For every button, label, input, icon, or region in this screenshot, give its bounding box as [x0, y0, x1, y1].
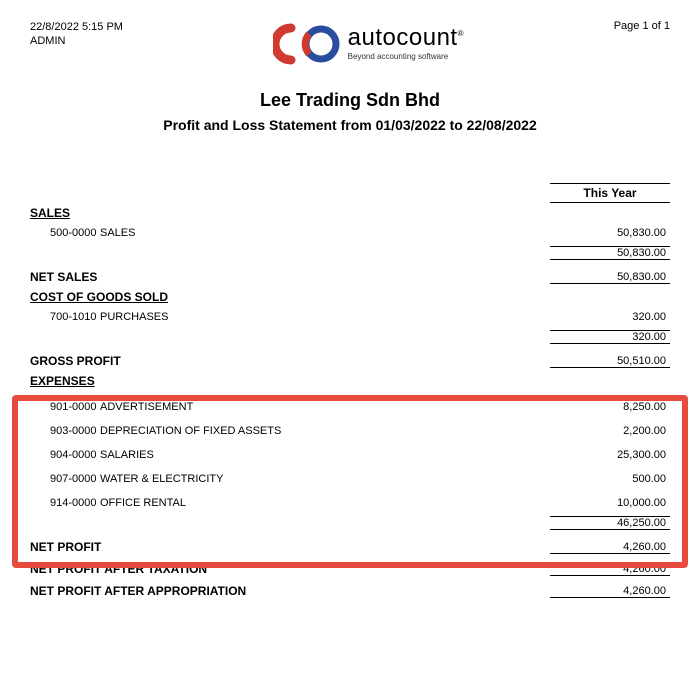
- account-code: 903-0000: [30, 425, 100, 437]
- line-item: 903-0000 DEPRECIATION OF FIXED ASSETS 2,…: [30, 421, 670, 441]
- subtotal-row: 46,250.00: [30, 513, 670, 533]
- amount: 2,200.00: [550, 425, 670, 437]
- account-desc: PURCHASES: [100, 311, 550, 323]
- line-item: 901-0000 ADVERTISEMENT 8,250.00: [30, 397, 670, 417]
- account-desc: OFFICE RENTAL: [100, 497, 550, 509]
- cogs-section: COST OF GOODS SOLD: [30, 287, 670, 307]
- amount: 25,300.00: [550, 449, 670, 461]
- sales-section: SALES: [30, 203, 670, 223]
- subtotal: 320.00: [550, 330, 670, 344]
- line-item: 500-0000 SALES 50,830.00: [30, 223, 670, 243]
- logo: autocount® Beyond accounting software: [273, 20, 464, 65]
- account-code: 907-0000: [30, 473, 100, 485]
- logo-text-main: autocount®: [348, 24, 464, 52]
- net-profit-row: NET PROFIT 4,260.00: [30, 537, 670, 557]
- net-sales-amount: 50,830.00: [550, 271, 670, 284]
- logo-text-sub: Beyond accounting software: [348, 52, 464, 61]
- account-code: 904-0000: [30, 449, 100, 461]
- account-desc: SALES: [100, 227, 550, 239]
- amount: 50,830.00: [550, 227, 670, 239]
- column-header: This Year: [550, 183, 670, 203]
- net-profit-label: NET PROFIT: [30, 540, 550, 554]
- column-header-row: This Year: [30, 183, 670, 203]
- after-approp-amount: 4,260.00: [550, 585, 670, 598]
- line-item: 907-0000 WATER & ELECTRICITY 500.00: [30, 469, 670, 489]
- line-item: 700-1010 PURCHASES 320.00: [30, 307, 670, 327]
- amount: 10,000.00: [550, 497, 670, 509]
- title-block: Lee Trading Sdn Bhd Profit and Loss Stat…: [0, 90, 700, 133]
- line-item: 904-0000 SALARIES 25,300.00: [30, 445, 670, 465]
- expenses-label: EXPENSES: [30, 374, 95, 388]
- report-body: This Year SALES 500-0000 SALES 50,830.00…: [0, 183, 700, 601]
- page-number: Page 1 of 1: [614, 20, 670, 32]
- subtotal: 50,830.00: [550, 246, 670, 260]
- subtotal-row: 320.00: [30, 327, 670, 347]
- user: ADMIN: [30, 34, 123, 48]
- after-approp-row: NET PROFIT AFTER APPROPRIATION 4,260.00: [30, 581, 670, 601]
- account-code: 914-0000: [30, 497, 100, 509]
- gross-profit-row: GROSS PROFIT 50,510.00: [30, 351, 670, 371]
- gross-profit-amount: 50,510.00: [550, 355, 670, 368]
- after-approp-label: NET PROFIT AFTER APPROPRIATION: [30, 584, 550, 598]
- logo-icon: [273, 20, 343, 65]
- net-sales-label: NET SALES: [30, 270, 550, 284]
- sales-label: SALES: [30, 206, 70, 220]
- expenses-total: 46,250.00: [550, 516, 670, 530]
- gross-profit-label: GROSS PROFIT: [30, 354, 550, 368]
- amount: 320.00: [550, 311, 670, 323]
- report-title: Profit and Loss Statement from 01/03/202…: [0, 117, 700, 133]
- after-tax-row: NET PROFIT AFTER TAXATION 4,260.00: [30, 559, 670, 579]
- net-sales-row: NET SALES 50,830.00: [30, 267, 670, 287]
- account-code: 901-0000: [30, 401, 100, 413]
- net-profit-amount: 4,260.00: [550, 541, 670, 554]
- subtotal-row: 50,830.00: [30, 243, 670, 263]
- expenses-section: EXPENSES: [30, 371, 670, 391]
- amount: 500.00: [550, 473, 670, 485]
- line-item: 914-0000 OFFICE RENTAL 10,000.00: [30, 493, 670, 513]
- account-code: 700-1010: [30, 311, 100, 323]
- cogs-label: COST OF GOODS SOLD: [30, 290, 168, 304]
- report-header: 22/8/2022 5:15 PM ADMIN autocount® Beyon…: [0, 0, 700, 65]
- account-desc: SALARIES: [100, 449, 550, 461]
- amount: 8,250.00: [550, 401, 670, 413]
- after-tax-label: NET PROFIT AFTER TAXATION: [30, 562, 550, 576]
- account-desc: WATER & ELECTRICITY: [100, 473, 550, 485]
- account-desc: DEPRECIATION OF FIXED ASSETS: [100, 425, 550, 437]
- after-tax-amount: 4,260.00: [550, 563, 670, 576]
- header-meta: 22/8/2022 5:15 PM ADMIN: [30, 20, 123, 49]
- account-desc: ADVERTISEMENT: [100, 401, 550, 413]
- account-code: 500-0000: [30, 227, 100, 239]
- company-name: Lee Trading Sdn Bhd: [0, 90, 700, 111]
- timestamp: 22/8/2022 5:15 PM: [30, 20, 123, 34]
